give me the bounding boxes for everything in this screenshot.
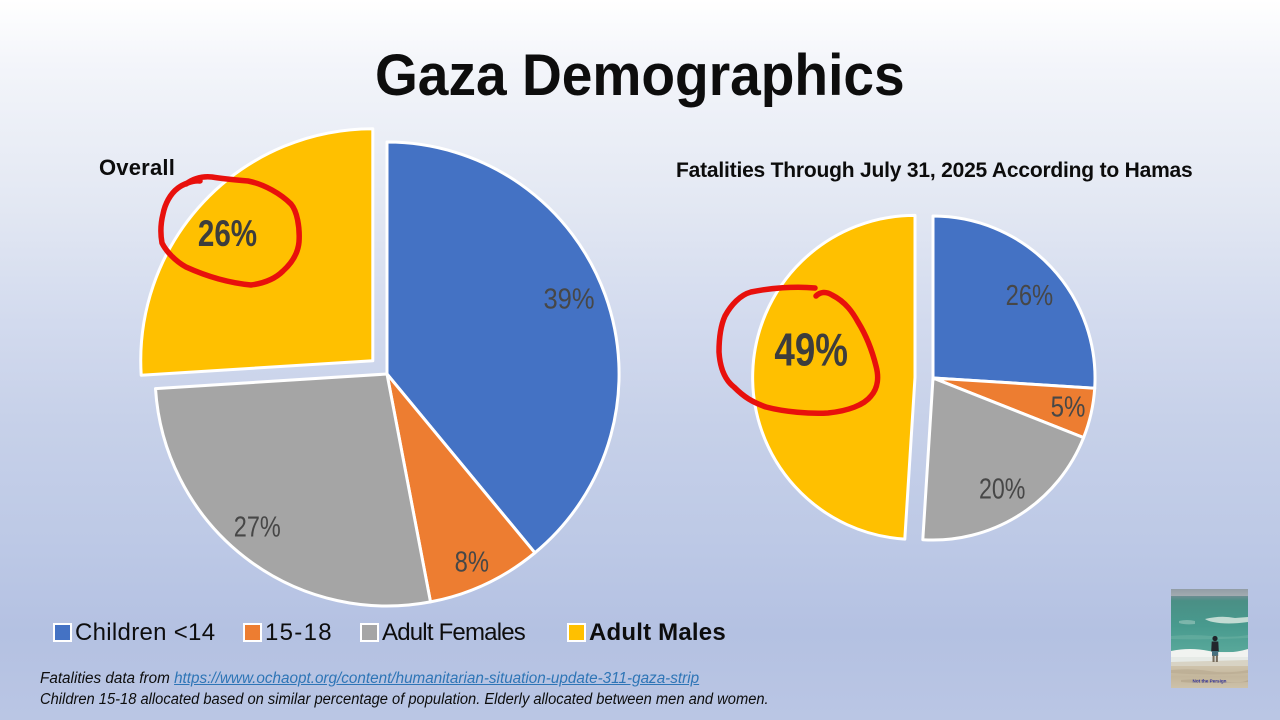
svg-text:49%: 49% xyxy=(774,324,848,376)
svg-text:20%: 20% xyxy=(979,472,1025,505)
svg-text:26%: 26% xyxy=(198,214,257,255)
svg-text:5%: 5% xyxy=(1051,390,1086,423)
svg-text:8%: 8% xyxy=(455,545,489,578)
svg-text:27%: 27% xyxy=(234,510,281,543)
svg-text:26%: 26% xyxy=(1006,279,1054,312)
svg-text:39%: 39% xyxy=(543,282,594,315)
svg-text:Not the Persign: Not the Persign xyxy=(1193,679,1227,684)
